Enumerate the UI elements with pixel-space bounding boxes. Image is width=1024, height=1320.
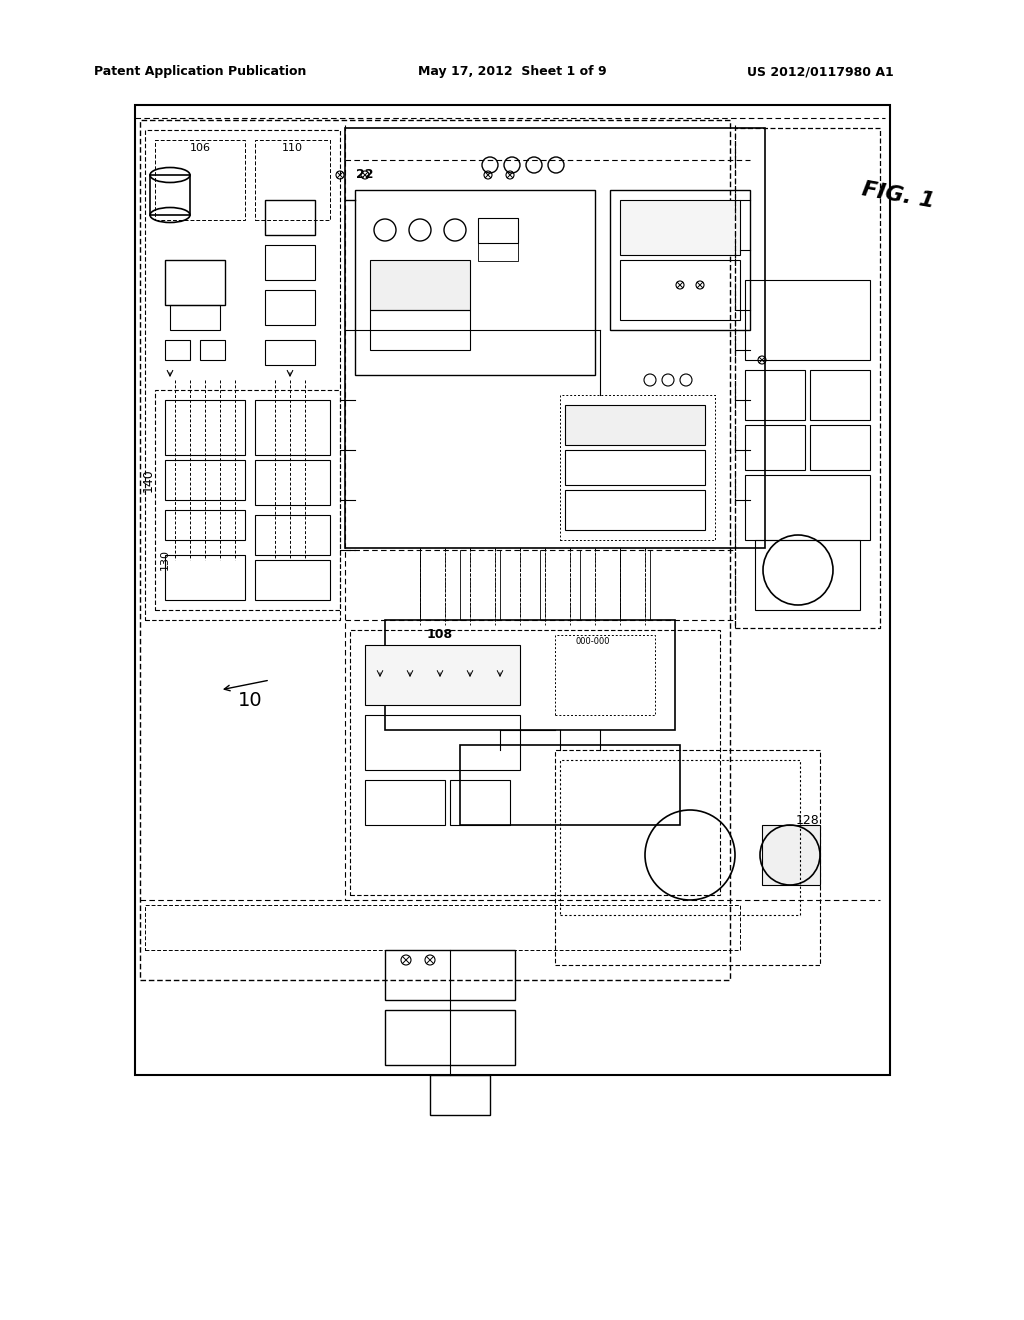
Bar <box>255 140 330 220</box>
Bar <box>365 780 445 825</box>
Bar <box>565 405 705 445</box>
Bar <box>478 218 518 243</box>
Bar <box>450 780 510 825</box>
Bar <box>265 201 315 235</box>
Bar <box>745 475 870 540</box>
Bar <box>565 450 705 484</box>
Text: 22: 22 <box>356 169 374 181</box>
Text: 130: 130 <box>160 549 170 570</box>
Bar <box>265 341 315 366</box>
Text: 110: 110 <box>282 143 302 153</box>
Text: 108: 108 <box>427 628 453 642</box>
Bar <box>620 260 740 319</box>
Bar <box>140 120 730 979</box>
Bar <box>745 370 805 420</box>
Bar <box>430 1074 490 1115</box>
Bar <box>478 243 518 261</box>
Bar <box>255 400 330 455</box>
Bar <box>560 760 800 915</box>
Bar <box>265 246 315 280</box>
Bar <box>350 630 720 895</box>
Bar <box>165 400 245 455</box>
Bar <box>345 128 765 548</box>
Bar <box>745 425 805 470</box>
Bar <box>145 906 740 950</box>
Bar <box>385 950 515 1001</box>
Bar <box>255 560 330 601</box>
Bar <box>735 128 880 628</box>
Bar <box>762 825 820 884</box>
Bar <box>200 341 225 360</box>
Bar <box>155 389 340 610</box>
Text: 106: 106 <box>189 143 211 153</box>
Bar <box>150 176 190 215</box>
Bar <box>755 540 860 610</box>
Bar <box>145 129 340 620</box>
Text: FIG. 1: FIG. 1 <box>860 178 936 211</box>
Bar <box>135 106 890 1074</box>
Text: 128: 128 <box>796 813 820 826</box>
Bar <box>385 1010 515 1065</box>
Bar <box>745 280 870 360</box>
Bar <box>265 290 315 325</box>
Bar <box>165 554 245 601</box>
Text: 000-000: 000-000 <box>575 638 609 647</box>
Text: 10: 10 <box>238 690 262 710</box>
Bar <box>355 190 595 375</box>
Bar <box>460 744 680 825</box>
Text: US 2012/0117980 A1: US 2012/0117980 A1 <box>746 66 893 78</box>
Bar <box>565 490 705 531</box>
Bar <box>810 370 870 420</box>
Bar <box>370 310 470 350</box>
Text: 140: 140 <box>141 469 155 492</box>
Bar <box>810 425 870 470</box>
Bar <box>610 190 750 330</box>
Bar <box>155 140 245 220</box>
Bar <box>255 459 330 506</box>
Bar <box>165 510 245 540</box>
Bar <box>385 620 675 730</box>
Bar <box>555 750 820 965</box>
Bar <box>165 260 225 305</box>
Bar <box>555 635 655 715</box>
Text: May 17, 2012  Sheet 1 of 9: May 17, 2012 Sheet 1 of 9 <box>418 66 606 78</box>
Bar <box>560 395 715 540</box>
Bar <box>165 459 245 500</box>
Bar <box>365 645 520 705</box>
Bar <box>365 715 520 770</box>
Bar <box>620 201 740 255</box>
Text: Patent Application Publication: Patent Application Publication <box>94 66 306 78</box>
Bar <box>170 305 220 330</box>
Bar <box>370 260 470 310</box>
Bar <box>165 341 190 360</box>
Bar <box>255 515 330 554</box>
